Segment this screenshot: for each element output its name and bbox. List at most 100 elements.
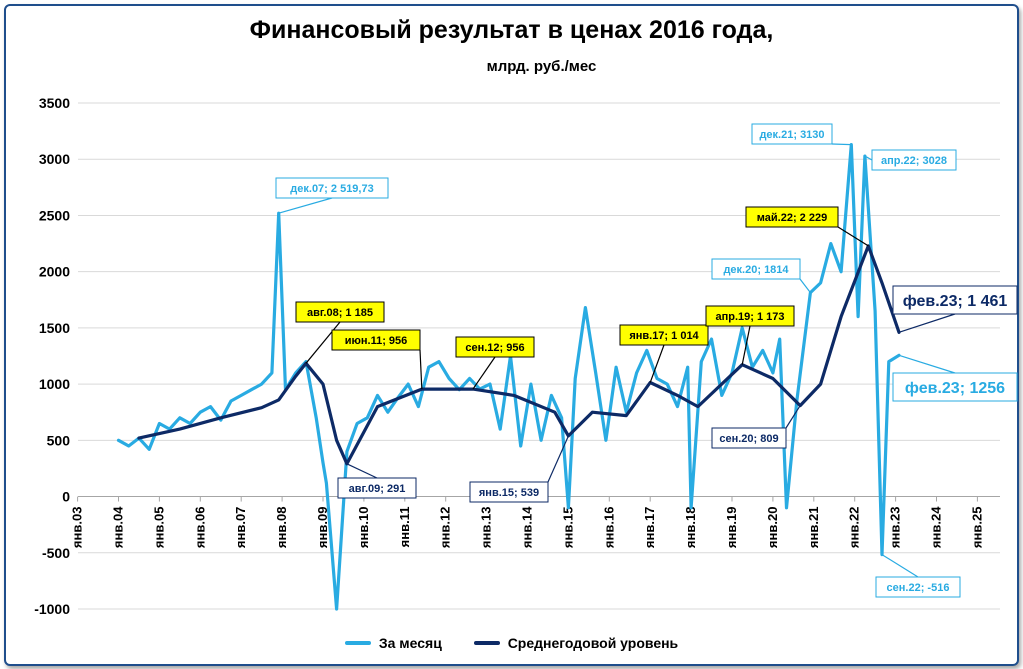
annotation-callout: янв.17; 1 014 [619,324,709,383]
annotation-box [875,576,961,598]
annotation-leader [419,349,423,390]
annotation-label: авг.08; 1 185 [307,307,373,319]
series-line-monthly [116,143,901,611]
annotation-callout: июн.11; 956 [331,329,423,390]
chart-title: Финансовый результат в ценах 2016 года, [249,16,774,44]
x-tick-label: янв.05 [151,507,166,549]
x-tick-label: янв.18 [683,507,698,549]
annotation-box [295,301,385,323]
annotation-leader [799,278,811,293]
x-tick-label: янв.06 [192,507,207,549]
y-tick-label: -500 [42,545,70,561]
annotation-leader [547,435,569,483]
x-axis-ticks: янв.03 янв.04 янв.05 янв.06 янв.07 янв.08 янв.… [70,496,984,549]
annotation-leader [898,313,956,333]
x-tick-label: янв.13 [479,507,494,549]
legend-label-monthly: За месяц [378,635,442,651]
annotation-label: апр.22; 3028 [881,155,947,167]
annotation-box [337,477,417,499]
y-tick-label: 500 [47,432,71,448]
annotation-label: авг.09; 291 [349,483,406,495]
annotation-callout: май.22; 2 229 [745,206,869,247]
x-tick-label: янв.12 [438,507,453,549]
annotation-leader [785,405,801,429]
y-tick-label: 0 [62,489,70,505]
annotation-label: янв.17; 1 014 [629,330,699,342]
x-tick-label: янв.22 [847,507,862,549]
annotation-box [892,372,1018,402]
annotation-box [711,427,787,449]
annotation-leader [741,325,751,365]
annotation-box [711,258,801,280]
annotation-label: июн.11; 956 [345,335,408,347]
x-tick-label: янв.17 [642,507,657,549]
y-tick-label: -1000 [34,601,70,617]
legend: За месяц Среднегодовой уровень [0,632,1023,651]
annotation-callout: дек.07; 2 519,73 [275,177,389,214]
x-tick-label: янв.09 [315,507,330,549]
y-tick-label: 3000 [39,151,70,167]
annotation-leader [864,155,873,161]
annotation-leader [837,226,869,247]
annotation-box [871,149,957,171]
annotation-callout: дек.21; 3130 [751,123,852,146]
legend-swatch-monthly [344,641,371,645]
annotation-label: дек.07; 2 519,73 [290,183,373,195]
annotation-callout: апр.19; 1 173 [705,305,795,365]
annotation-label: янв.15; 539 [479,487,539,499]
annotation-callout: сен.12; 956 [455,336,535,390]
annotation-callout: сен.22; -516 [875,554,961,598]
annotation-label: фев.23; 1 461 [903,293,1008,310]
annotation-label: апр.19; 1 173 [715,311,784,323]
annotation-callout: авг.08; 1 185 [295,301,385,364]
annotation-label: сен.20; 809 [719,433,778,445]
gridlines [78,102,1000,610]
annotation-callout: апр.22; 3028 [864,149,957,171]
x-tick-label: янв.25 [969,507,984,549]
annotation-leader [472,356,496,390]
x-tick-label: янв.16 [601,507,616,549]
annotation-leader [346,463,378,479]
annotation-box [745,206,839,228]
annotation-box [751,123,833,145]
annotation-leader [898,354,956,374]
annotation-callout: фев.23; 1256 [892,354,1018,402]
annotation-callout: дек.20; 1814 [711,258,811,293]
x-tick-label: янв.23 [888,507,903,549]
annotation-label: дек.21; 3130 [759,129,824,141]
annotation-box [619,324,709,346]
annotation-callout: сен.20; 809 [711,405,801,449]
annotation-callout: авг.09; 291 [337,463,417,499]
x-tick-label: янв.19 [724,507,739,549]
y-tick-label: 2500 [39,207,70,223]
y-axis-ticks: -1000 -500 0 500 1000 1500 2000 2500 3000 3500 [34,95,70,617]
x-tick-label: янв.10 [356,507,371,549]
series-lines [116,143,901,611]
legend-item-annual: Среднегодовой уровень [473,635,679,651]
x-tick-label: янв.20 [765,507,780,549]
x-tick-label: янв.08 [274,507,289,549]
annotations: дек.07; 2 519,73 авг.08; 1 185 июн.11; 956… [275,123,1018,598]
annotation-label: май.22; 2 229 [757,212,827,224]
x-tick-label: янв.21 [806,507,821,549]
x-tick-label: янв.24 [929,506,944,548]
annotation-box [705,305,795,327]
y-tick-label: 1500 [39,320,70,336]
x-tick-label: янв.15 [560,507,575,549]
x-tick-label: янв.14 [520,506,535,548]
annotation-box [469,481,549,503]
annotation-box [275,177,389,199]
annotation-label: сен.22; -516 [887,582,950,594]
annotation-callout: фев.23; 1 461 [892,285,1018,333]
annotation-box [455,336,535,358]
y-tick-label: 1000 [39,376,70,392]
x-tick-label: янв.11 [397,507,412,548]
series-line-annual [137,244,901,466]
legend-label-annual: Среднегодовой уровень [507,635,679,651]
annotation-leader [649,344,665,383]
annotation-label: фев.23; 1256 [905,380,1005,397]
annotation-leader [881,554,919,578]
annotation-label: дек.20; 1814 [723,264,789,276]
annotation-label: сен.12; 956 [465,342,524,354]
